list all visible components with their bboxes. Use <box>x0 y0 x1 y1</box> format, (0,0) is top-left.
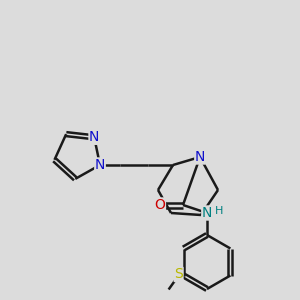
Text: O: O <box>154 198 165 212</box>
Text: S: S <box>174 268 183 281</box>
Text: N: N <box>202 206 212 220</box>
Text: N: N <box>95 158 105 172</box>
Text: N: N <box>89 130 99 144</box>
Text: H: H <box>215 206 223 216</box>
Text: N: N <box>195 150 205 164</box>
